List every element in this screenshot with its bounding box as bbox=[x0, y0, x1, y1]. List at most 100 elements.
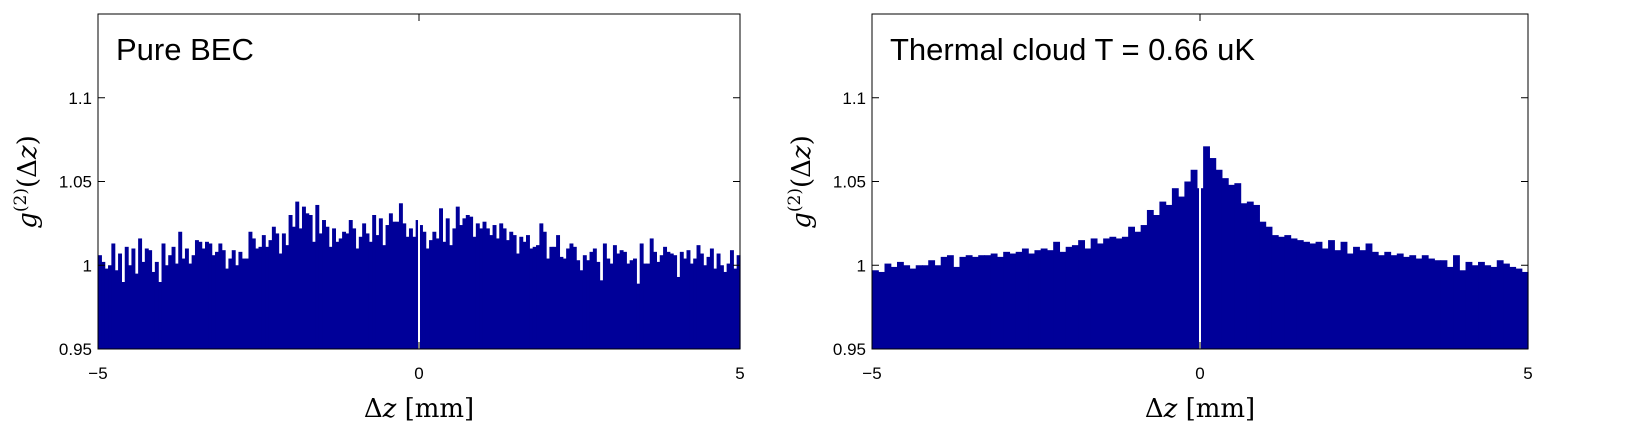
bar bbox=[439, 208, 443, 349]
bar bbox=[729, 250, 734, 349]
bar bbox=[1390, 255, 1398, 349]
bar bbox=[442, 241, 447, 349]
bar bbox=[238, 251, 243, 349]
bar bbox=[693, 258, 698, 349]
bar bbox=[492, 225, 497, 349]
bar bbox=[1128, 226, 1135, 349]
bar bbox=[459, 225, 464, 349]
bar bbox=[1353, 246, 1360, 349]
bar bbox=[228, 258, 233, 349]
x-tick-label: −5 bbox=[862, 364, 881, 383]
bar bbox=[592, 248, 597, 349]
bar bbox=[429, 240, 433, 349]
bar bbox=[184, 248, 189, 349]
bar bbox=[726, 263, 731, 349]
bar bbox=[649, 238, 654, 349]
bar bbox=[723, 271, 728, 349]
bar bbox=[1009, 253, 1017, 349]
bar bbox=[896, 261, 904, 349]
bar bbox=[602, 243, 607, 349]
bar bbox=[519, 236, 524, 349]
bar bbox=[663, 246, 668, 349]
bar bbox=[161, 243, 166, 349]
bar bbox=[673, 255, 678, 349]
bar bbox=[98, 255, 102, 349]
bar bbox=[505, 240, 510, 349]
bar bbox=[291, 226, 296, 349]
bar bbox=[355, 248, 360, 349]
bar bbox=[679, 251, 684, 349]
bar bbox=[716, 253, 721, 349]
bar-series bbox=[98, 201, 741, 349]
bar bbox=[1434, 260, 1442, 349]
bar bbox=[669, 253, 674, 349]
bar bbox=[338, 238, 343, 349]
bar bbox=[124, 246, 129, 349]
bar bbox=[1221, 178, 1229, 349]
y-tick-label: 1 bbox=[857, 256, 866, 275]
bar bbox=[342, 231, 347, 349]
bar bbox=[609, 263, 614, 349]
bar bbox=[1421, 255, 1429, 349]
bar bbox=[643, 263, 647, 349]
bar bbox=[485, 228, 490, 349]
bar bbox=[1440, 260, 1448, 349]
bar bbox=[251, 238, 256, 349]
bar bbox=[395, 221, 400, 349]
chart-panel-pure-bec: 0.95 1 1.05 1.1 −5 0 5 Pure BEC Δz [mm] g(2)(Δ… bbox=[11, 13, 745, 424]
y-axis-label: g(2)(Δz) bbox=[785, 135, 817, 229]
bar bbox=[562, 258, 567, 349]
bar bbox=[275, 233, 280, 349]
bar bbox=[205, 241, 209, 349]
bar bbox=[1028, 253, 1036, 349]
bar bbox=[335, 241, 340, 349]
bar bbox=[1371, 251, 1379, 349]
bar bbox=[285, 245, 290, 349]
bar bbox=[1471, 265, 1479, 349]
bar bbox=[1309, 243, 1317, 349]
bar bbox=[301, 206, 306, 349]
x-tick-label: 0 bbox=[414, 364, 423, 383]
bar bbox=[265, 246, 270, 349]
bar bbox=[1140, 225, 1148, 349]
bar bbox=[462, 218, 467, 349]
bar bbox=[422, 231, 427, 349]
chart-panel-thermal-cloud: 0.95 1 1.05 1.1 −5 0 5 Thermal cloud T = 0.66 … bbox=[785, 13, 1533, 424]
bar bbox=[1021, 248, 1029, 349]
bar bbox=[372, 215, 377, 349]
bar bbox=[111, 243, 116, 349]
bar bbox=[1215, 169, 1223, 349]
bar bbox=[1378, 255, 1385, 349]
bar bbox=[198, 241, 203, 349]
bar bbox=[921, 265, 929, 349]
bar bbox=[1321, 248, 1329, 349]
bar bbox=[984, 255, 992, 349]
bar bbox=[653, 251, 657, 349]
bar bbox=[539, 223, 544, 349]
bar bbox=[1446, 266, 1454, 349]
bar bbox=[128, 265, 133, 349]
bar bbox=[385, 225, 390, 349]
bar bbox=[915, 265, 923, 349]
y-tick-label: 1 bbox=[83, 256, 92, 275]
x-tick-label: 5 bbox=[735, 364, 744, 383]
bar bbox=[322, 220, 326, 349]
bar bbox=[1478, 261, 1485, 349]
bar bbox=[629, 260, 634, 349]
bar bbox=[425, 248, 430, 349]
bar bbox=[1159, 201, 1167, 349]
bar bbox=[171, 246, 176, 349]
bar bbox=[475, 223, 480, 349]
bar bbox=[188, 263, 193, 349]
bar bbox=[201, 248, 206, 349]
bar bbox=[526, 235, 530, 349]
bar bbox=[378, 218, 383, 349]
bar bbox=[218, 243, 223, 349]
bar bbox=[532, 246, 537, 349]
bar bbox=[940, 256, 948, 349]
panel-title: Pure BEC bbox=[116, 32, 254, 67]
bar bbox=[502, 228, 507, 349]
y-axis-label-text: g(2)(Δz) bbox=[785, 135, 817, 229]
bar bbox=[482, 221, 487, 349]
bar bbox=[1315, 241, 1323, 349]
